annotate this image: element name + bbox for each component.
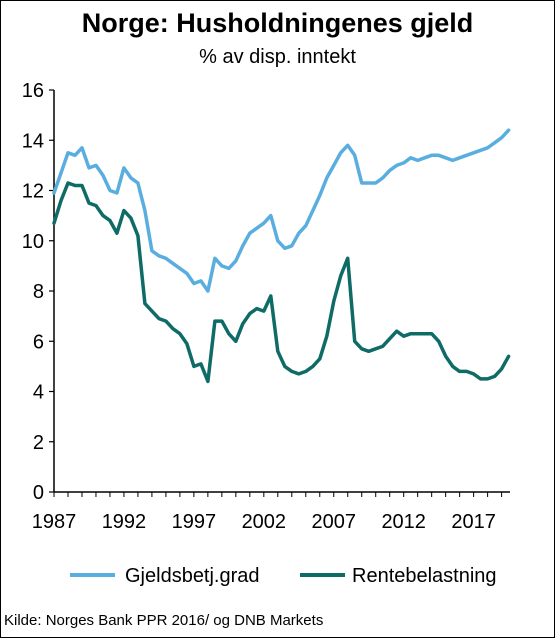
source-note: Kilde: Norges Bank PPR 2016/ og DNB Mark… [4,612,324,629]
series-lines [52,128,511,384]
y-axis: 0 2 4 6 8 10 12 14 16 [22,80,55,504]
y-tick-label: 10 [22,231,44,253]
x-tick-label: 2017 [451,511,496,533]
x-tick-label: 1997 [172,511,217,533]
y-tick-label: 12 [22,181,44,203]
y-tick-label: 14 [22,130,44,152]
y-tick-label: 2 [33,432,44,454]
y-tick-label: 4 [33,382,44,404]
series-line-1 [52,128,511,293]
x-axis: 1987 1992 1997 2002 2007 2012 2017 [32,491,510,533]
legend-label-2: Rentebelastning [352,565,497,587]
y-tick-label: 16 [22,80,44,102]
x-tick-label: 1987 [32,511,77,533]
chart-title: Norge: Husholdningenes gjeld [81,8,474,38]
y-tick-label: 0 [33,482,44,504]
legend: Gjeldsbetj.grad Rentebelastning [70,565,497,587]
x-tick-label: 2002 [242,511,287,533]
series-line-2 [52,181,511,384]
y-tick-label: 8 [33,281,44,303]
y-tick-label: 6 [33,331,44,353]
x-tick-label: 2007 [312,511,357,533]
x-tick-label: 2012 [381,511,426,533]
legend-label-1: Gjeldsbetj.grad [125,565,260,587]
chart-subtitle: % av disp. inntekt [199,46,356,68]
x-tick-label: 1992 [102,511,147,533]
